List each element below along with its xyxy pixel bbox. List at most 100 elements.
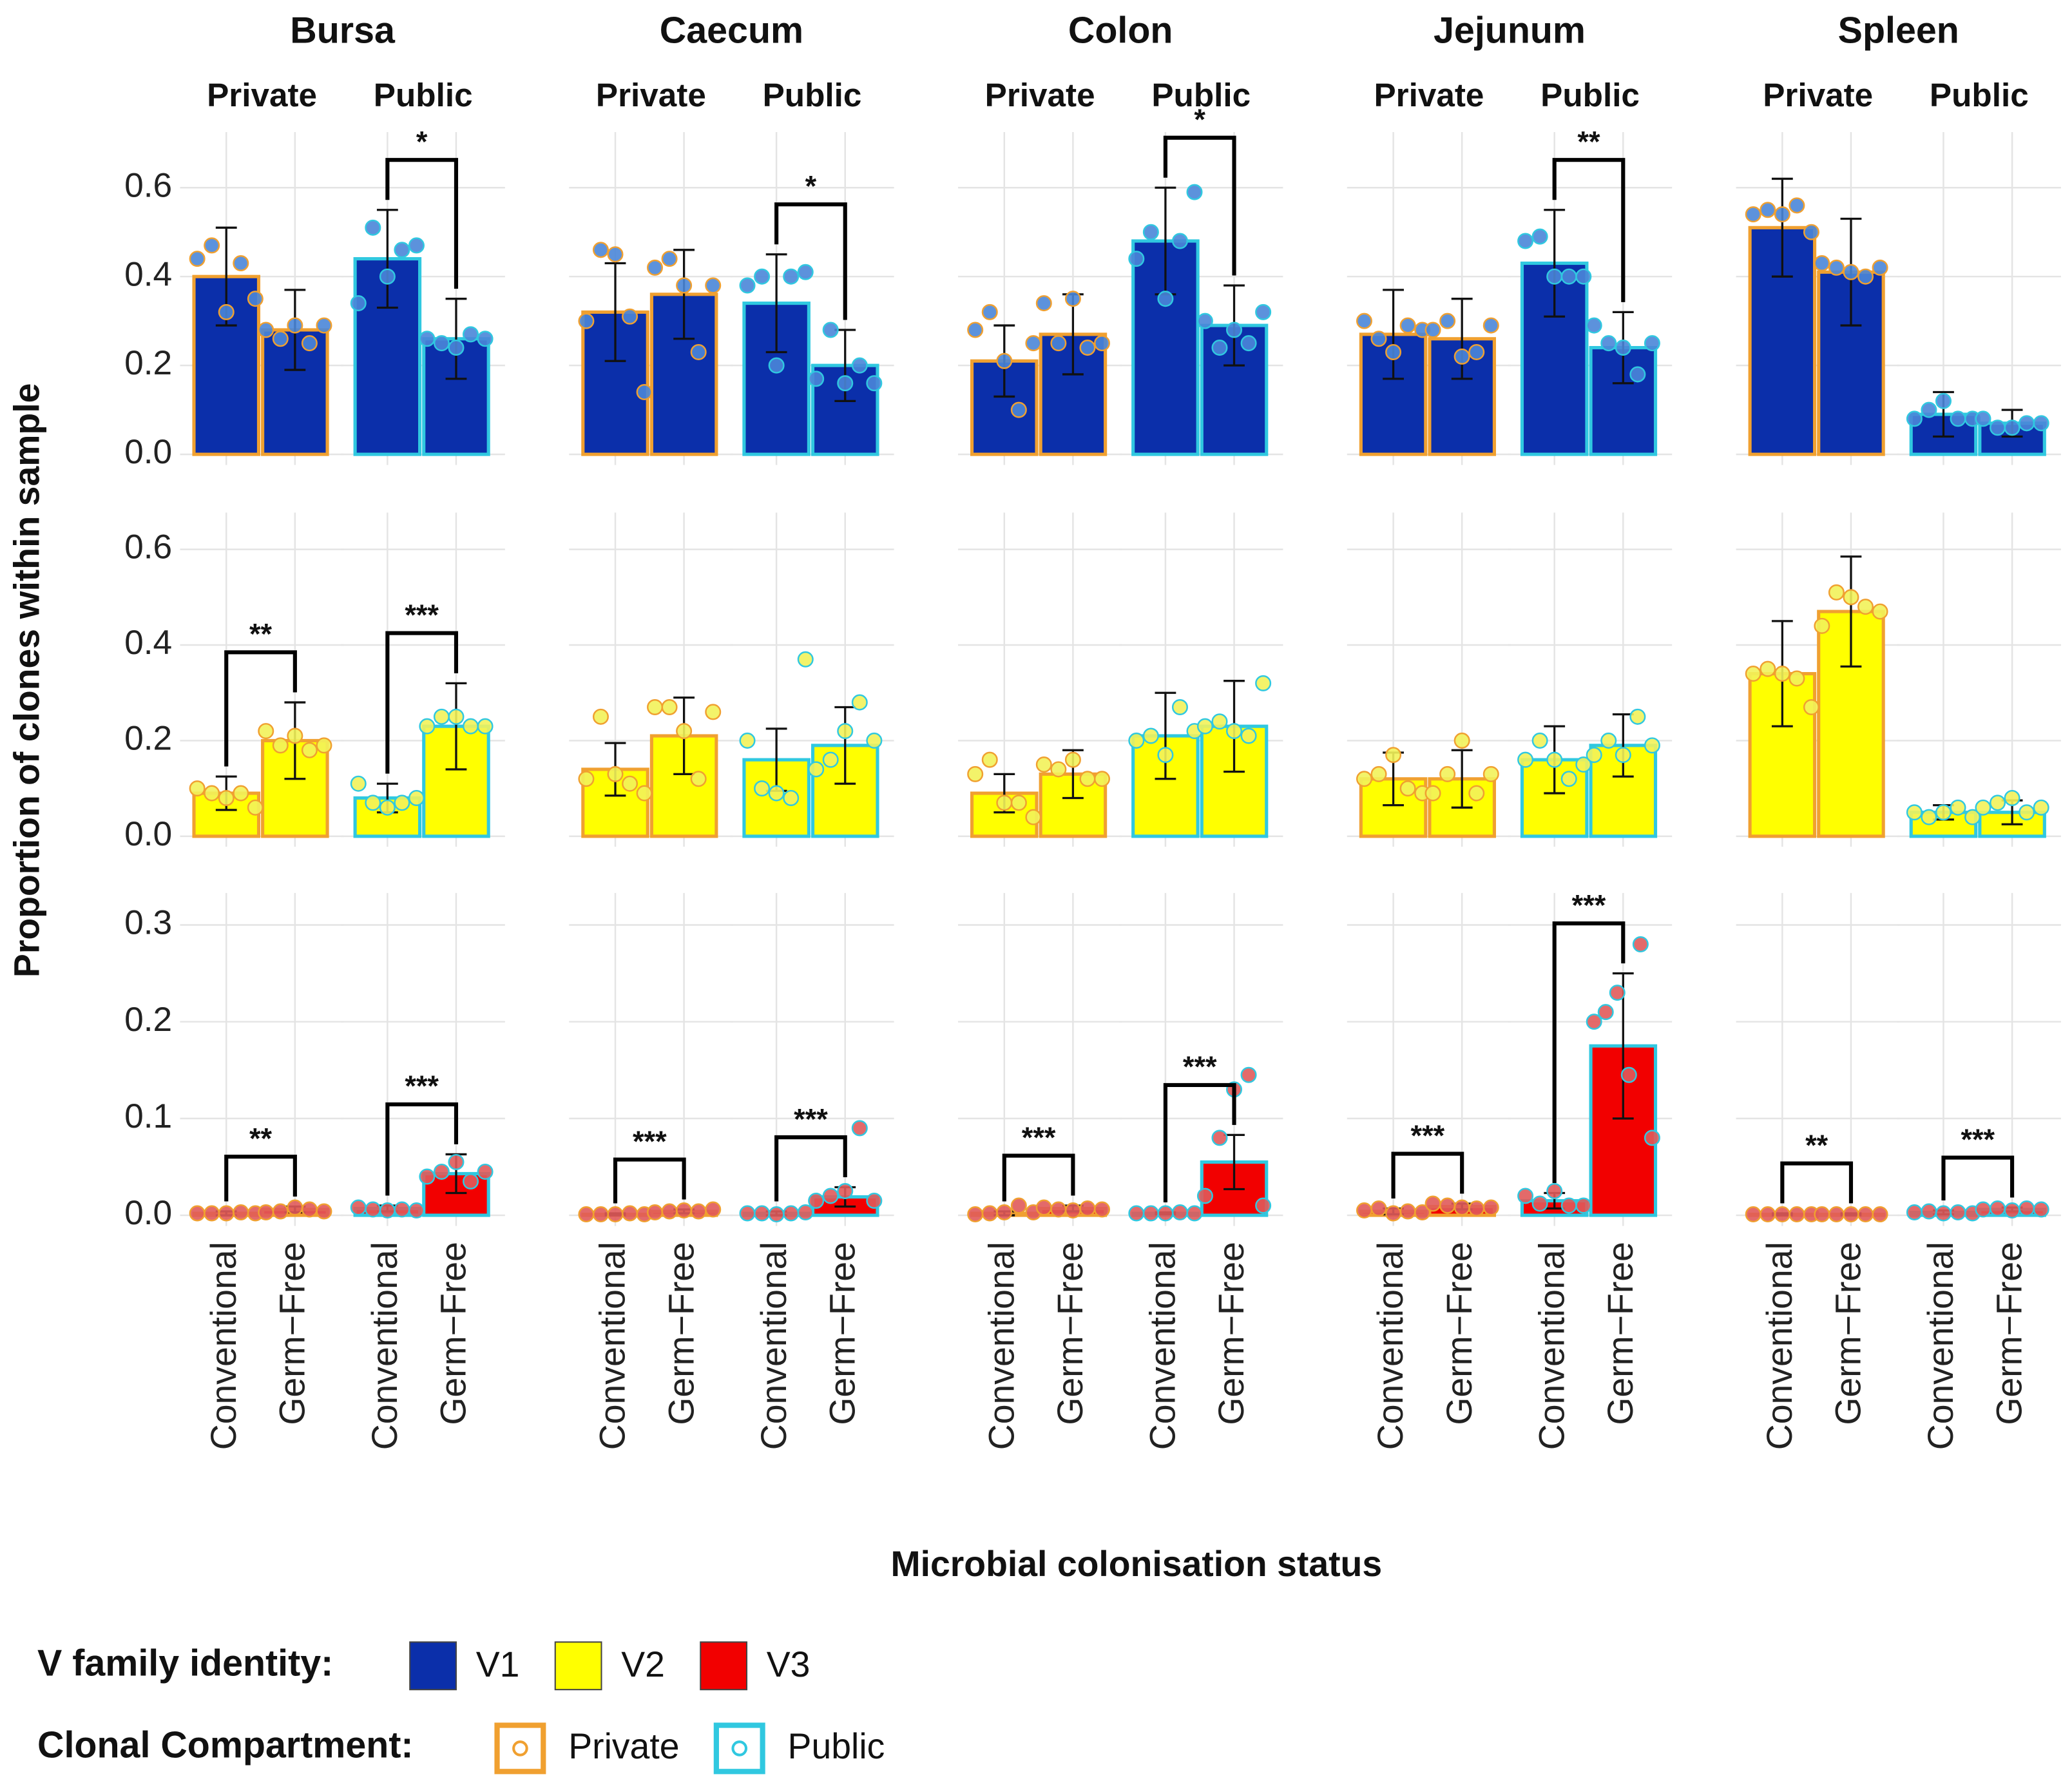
data-point	[1560, 1197, 1577, 1214]
x-tick-label: Germ−Free	[661, 1242, 701, 1425]
significance-bracket	[1002, 1153, 1075, 1202]
data-point	[797, 264, 814, 280]
data-point	[419, 718, 436, 735]
data-point	[1975, 1201, 1991, 1218]
data-point	[1517, 233, 1534, 249]
data-point	[1546, 268, 1563, 285]
data-point	[316, 1203, 332, 1220]
data-point	[218, 789, 235, 806]
x-tick-label: Conventional	[1760, 1242, 1799, 1450]
x-tick-label: Conventional	[1143, 1242, 1183, 1450]
data-point	[258, 723, 274, 740]
x-tick-label: Conventional	[1531, 1242, 1571, 1450]
data-point	[1586, 1014, 1602, 1030]
data-point	[1857, 268, 1874, 285]
data-point	[739, 277, 756, 294]
data-point	[768, 785, 785, 802]
data-point	[866, 375, 883, 392]
data-point	[739, 1205, 756, 1222]
data-point	[1094, 335, 1111, 352]
data-point	[365, 794, 381, 811]
data-point	[981, 751, 998, 768]
data-point	[837, 375, 854, 392]
data-point	[1803, 698, 1819, 715]
data-point	[866, 732, 883, 749]
x-tick-label: Germ−Free	[1828, 1242, 1868, 1425]
data-point	[851, 357, 868, 374]
data-point	[1597, 1004, 1614, 1021]
x-tick-label: Conventional	[754, 1242, 794, 1450]
data-point	[1142, 727, 1159, 744]
data-point	[1050, 761, 1067, 778]
data-point	[676, 277, 693, 294]
data-point	[1356, 313, 1372, 329]
data-point	[316, 317, 332, 334]
x-tick-label: Conventional	[981, 1242, 1021, 1450]
y-tick-label: 0.2	[124, 344, 172, 382]
data-point	[1843, 264, 1859, 280]
data-point	[2019, 415, 2035, 432]
data-point	[1399, 1203, 1416, 1220]
data-point	[1157, 747, 1174, 764]
data-point	[1575, 268, 1592, 285]
significance-bracket	[385, 1102, 459, 1196]
data-point	[379, 268, 396, 285]
data-point	[705, 1201, 722, 1218]
data-point	[247, 799, 264, 816]
data-point	[189, 780, 206, 797]
data-point	[808, 1193, 825, 1209]
strip-label: Private	[596, 77, 706, 113]
data-point	[1632, 936, 1649, 953]
data-point	[2033, 1201, 2049, 1218]
data-point	[754, 268, 771, 285]
data-point	[647, 259, 664, 276]
data-point	[768, 357, 785, 374]
data-point	[1356, 1202, 1372, 1219]
data-point	[705, 704, 722, 720]
data-point	[1255, 1197, 1272, 1214]
strip-label: Private	[1374, 77, 1484, 113]
data-point	[1921, 809, 1937, 825]
data-point	[690, 1203, 707, 1220]
data-point	[316, 737, 332, 754]
data-point	[1950, 410, 1966, 427]
data-point	[1186, 184, 1203, 200]
data-point	[1424, 1195, 1441, 1212]
data-point	[1760, 202, 1776, 218]
data-point	[647, 698, 664, 715]
data-point	[301, 335, 318, 352]
data-point	[1921, 1203, 1937, 1220]
data-point	[408, 237, 425, 254]
strip-label: Public	[1151, 77, 1251, 113]
data-point	[1629, 708, 1646, 725]
data-point	[1814, 255, 1830, 272]
data-point	[350, 775, 367, 792]
data-point	[808, 761, 825, 778]
data-point	[1828, 584, 1845, 601]
significance-label: **	[1577, 126, 1600, 159]
data-point	[661, 1203, 678, 1220]
x-tick-label: Conventional	[593, 1242, 633, 1450]
data-point	[1186, 1205, 1203, 1222]
data-point	[1586, 747, 1602, 764]
data-point	[754, 1205, 771, 1222]
data-point	[2004, 419, 2020, 436]
data-point	[592, 242, 609, 258]
data-point	[1439, 765, 1456, 782]
x-axis-label: Microbial colonisation status	[891, 1544, 1383, 1584]
data-point	[1828, 1206, 1845, 1223]
data-point	[996, 794, 1013, 811]
data-point	[1745, 666, 1761, 682]
data-point	[1857, 599, 1874, 615]
data-point	[690, 343, 707, 360]
data-point	[1935, 804, 1952, 821]
data-point	[1935, 392, 1952, 409]
data-point	[1240, 335, 1257, 352]
data-point	[1211, 1130, 1228, 1146]
strip-label: Private	[1763, 77, 1873, 113]
strip-label: Private	[207, 77, 317, 113]
legend-label: V1	[476, 1644, 520, 1684]
legend-label: V3	[767, 1644, 811, 1684]
data-point	[1857, 1206, 1874, 1223]
data-point	[783, 789, 800, 806]
